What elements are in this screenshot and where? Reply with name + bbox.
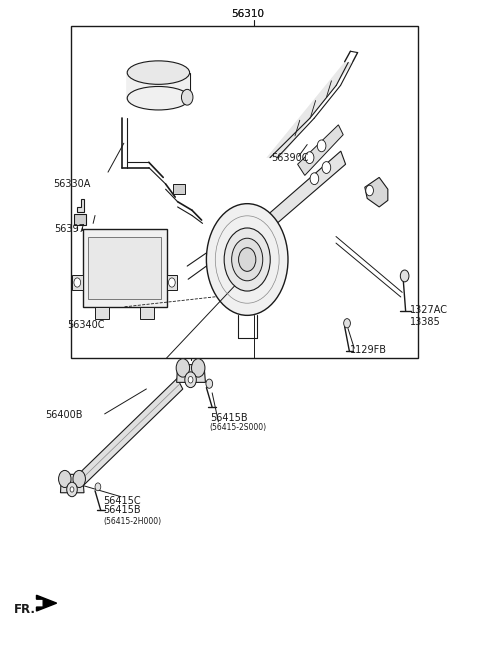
- Circle shape: [185, 372, 196, 388]
- Circle shape: [224, 228, 270, 291]
- Ellipse shape: [127, 61, 190, 84]
- Polygon shape: [70, 378, 183, 493]
- Circle shape: [322, 162, 331, 173]
- Circle shape: [310, 173, 319, 185]
- Circle shape: [176, 359, 190, 377]
- Bar: [71, 26, 418, 358]
- Polygon shape: [77, 199, 84, 212]
- Bar: [88, 237, 161, 299]
- Polygon shape: [127, 73, 190, 99]
- Circle shape: [168, 278, 175, 287]
- Polygon shape: [167, 275, 177, 290]
- Text: 56310: 56310: [231, 9, 264, 20]
- Polygon shape: [74, 214, 86, 225]
- Text: 56310: 56310: [231, 9, 264, 20]
- Circle shape: [95, 483, 101, 491]
- Text: 56415C: 56415C: [103, 495, 141, 506]
- Circle shape: [317, 140, 326, 152]
- Polygon shape: [140, 307, 154, 319]
- Circle shape: [188, 376, 193, 383]
- Polygon shape: [266, 62, 353, 158]
- Circle shape: [232, 238, 263, 281]
- Ellipse shape: [127, 87, 190, 110]
- Polygon shape: [298, 125, 343, 175]
- Text: 1129FB: 1129FB: [350, 345, 387, 355]
- Circle shape: [67, 482, 77, 497]
- Text: 56390C: 56390C: [271, 152, 309, 163]
- Circle shape: [181, 89, 193, 105]
- Text: 1327AC: 1327AC: [410, 305, 448, 315]
- Polygon shape: [365, 177, 388, 207]
- Polygon shape: [173, 184, 185, 194]
- Circle shape: [70, 487, 74, 492]
- Circle shape: [239, 248, 256, 271]
- Text: FR.: FR.: [13, 603, 36, 616]
- Circle shape: [59, 470, 71, 487]
- Bar: [83, 229, 167, 307]
- Text: 56400B: 56400B: [46, 410, 83, 420]
- Text: 56415B: 56415B: [210, 413, 247, 423]
- Text: 56330A: 56330A: [53, 179, 90, 189]
- Text: 13385: 13385: [410, 317, 441, 327]
- Polygon shape: [72, 275, 83, 290]
- Circle shape: [400, 270, 409, 282]
- Circle shape: [305, 152, 314, 164]
- Circle shape: [366, 185, 373, 196]
- Polygon shape: [36, 595, 57, 611]
- Circle shape: [206, 379, 213, 388]
- Circle shape: [192, 359, 205, 377]
- Text: 56340C: 56340C: [67, 320, 105, 330]
- Polygon shape: [60, 474, 84, 493]
- Text: 56397: 56397: [54, 223, 84, 234]
- Polygon shape: [95, 307, 109, 319]
- Circle shape: [344, 319, 350, 328]
- Text: 56415B: 56415B: [103, 505, 141, 516]
- Text: (56415-2H000): (56415-2H000): [103, 516, 161, 526]
- Circle shape: [73, 470, 85, 487]
- Polygon shape: [262, 151, 346, 231]
- Polygon shape: [177, 365, 205, 382]
- Circle shape: [206, 204, 288, 315]
- Text: (56415-2S000): (56415-2S000): [210, 423, 267, 432]
- Circle shape: [74, 278, 81, 287]
